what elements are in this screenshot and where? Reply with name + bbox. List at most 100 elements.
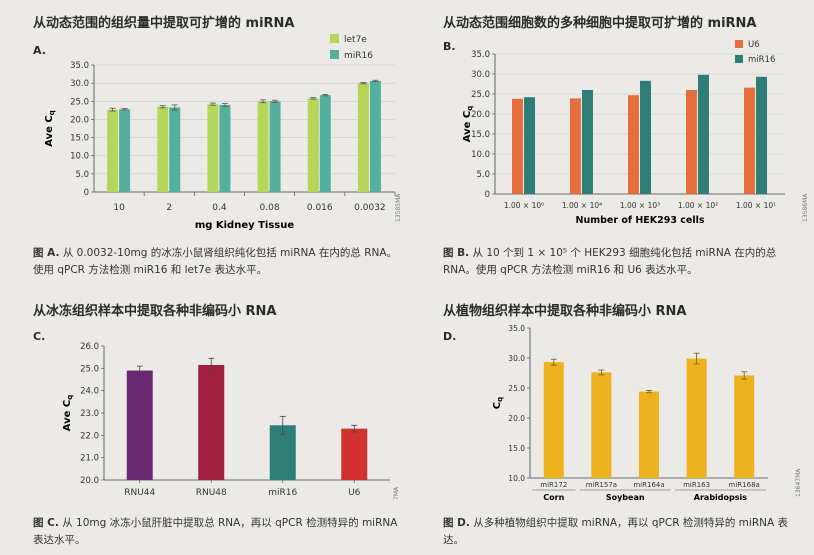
bar-U6 — [512, 98, 523, 194]
bar-miR16 — [219, 104, 231, 192]
panel-a-caption-text: 从 0.0032-10mg 的冰冻小鼠肾组织纯化包括 miRNA 在内的总 RN… — [33, 247, 398, 276]
y-tick-label: 5.0 — [476, 170, 490, 180]
y-tick-label: 10.0 — [70, 152, 89, 162]
x-tick-label: 0.4 — [212, 203, 227, 213]
bar-miR16 — [319, 95, 331, 192]
group-label: Arabidopsis — [694, 493, 747, 502]
chart-a: 0 5.0 10.0 15.0 20.0 25.0 30.0 35.0 Ave Cq 10 2 0.4… — [44, 34, 396, 231]
panel-b-code: 13586MA — [802, 193, 809, 222]
y-axis-label: Cq — [492, 397, 504, 409]
bar-U6 — [628, 95, 639, 194]
y-tick-label: 30.0 — [471, 70, 490, 80]
panel-c-caption: 图 C. 从 10mg 冰冻小鼠肝脏中提取总 RNA，再以 qPCR 检测特异的… — [33, 515, 403, 549]
y-axis-label: Ave Cq — [44, 110, 56, 147]
panel-b-caption-lead: 图 B. — [443, 247, 470, 259]
bar-miR16 — [269, 101, 281, 192]
x-tick-label: 0.016 — [307, 203, 333, 213]
panel-b-heading: 从动态范围细胞数的多种细胞中提取可扩增的 miRNA — [443, 16, 757, 31]
panel-b-caption: 图 B. 从 10 个到 1 × 10⁵ 个 HEK293 细胞纯化包括 miR… — [443, 245, 803, 279]
x-tick-label: U6 — [348, 488, 361, 498]
panel-a-label: A. — [33, 44, 46, 57]
panel-c-caption-lead: 图 C. — [33, 517, 59, 529]
y-axis-label: Ave Cq — [462, 106, 474, 143]
y-tick-label: 24.0 — [80, 387, 99, 397]
x-tick-label: 0.08 — [260, 203, 280, 213]
y-tick-label: 35.0 — [70, 61, 89, 71]
panel-a-code: 13585MA — [395, 193, 402, 222]
x-tick-label: 1.00 × 10² — [678, 201, 718, 210]
panel-b-caption-text: 从 10 个到 1 × 10⁵ 个 HEK293 细胞纯化包括 miRNA 在内… — [443, 247, 777, 276]
bar-U6 — [686, 90, 697, 194]
legend-label: let7e — [344, 35, 367, 45]
x-tick-label: miR172 — [540, 481, 567, 489]
bar-miR157a — [591, 372, 612, 478]
y-tick-label: 25.0 — [80, 364, 99, 374]
y-tick-label: 0 — [84, 188, 89, 198]
panel-b-label: B. — [443, 40, 456, 53]
y-tick-label: 20.0 — [80, 476, 99, 486]
bar-let7e — [307, 98, 319, 192]
legend-label: miR16 — [344, 51, 373, 61]
y-axis-label: Ave Cq — [62, 395, 74, 432]
y-tick-label: 25.0 — [471, 90, 490, 100]
bar-let7e — [257, 101, 269, 192]
bar-miR16 — [169, 107, 181, 192]
panel-c-caption-text: 从 10mg 冰冻小鼠肝脏中提取总 RNA，再以 qPCR 检测特异的 miRN… — [33, 517, 398, 546]
bar-miR163 — [686, 358, 707, 478]
x-tick-label: miR168a — [729, 481, 760, 489]
bar-miR172 — [543, 362, 564, 478]
bar-let7e — [107, 109, 119, 192]
group-label: Corn — [543, 493, 564, 502]
y-tick-label: 0 — [485, 190, 490, 200]
panel-d-code: 13647MA — [795, 468, 802, 497]
y-tick-label: 20.0 — [70, 115, 89, 125]
bar-miR16 — [698, 74, 709, 194]
panel-d-caption: 图 D. 从多种植物组织中提取 miRNA，再以 qPCR 检测特异的 miRN… — [443, 515, 803, 549]
x-tick-label: 0.0032 — [354, 203, 386, 213]
bar-U6 — [570, 98, 581, 194]
y-tick-label: 20.0 — [508, 414, 525, 423]
bar-miR16 — [582, 90, 593, 194]
y-tick-label: 23.0 — [80, 409, 99, 419]
panel-d-caption-text: 从多种植物组织中提取 miRNA，再以 qPCR 检测特异的 miRNA 表达。 — [443, 517, 788, 546]
legend-swatch — [735, 55, 743, 63]
y-tick-label: 30.0 — [70, 79, 89, 89]
y-tick-label: 35.0 — [471, 50, 490, 60]
bar-miR164a — [639, 391, 659, 478]
panel-d-heading: 从植物组织样本中提取各种非编码小 RNA — [443, 304, 687, 319]
y-tick-label: 10.0 — [471, 150, 490, 160]
group-label: Soybean — [606, 493, 645, 502]
y-tick-label: 5.0 — [75, 170, 89, 180]
legend-swatch — [735, 40, 743, 48]
panel-a-heading: 从动态范围的组织量中提取可扩增的 miRNA — [33, 16, 295, 31]
bar-miR16 — [640, 80, 651, 194]
panel-a-caption: 图 A. 从 0.0032-10mg 的冰冻小鼠肾组织纯化包括 miRNA 在内… — [33, 245, 403, 279]
bar-miR168a — [734, 375, 755, 478]
y-tick-label: 35.0 — [508, 324, 525, 333]
x-axis-label: mg Kidney Tissue — [195, 220, 295, 231]
x-tick-label: 1.00 × 10⁴ — [562, 201, 602, 210]
legend-swatch — [330, 50, 339, 59]
y-tick-label: 21.0 — [80, 454, 99, 464]
x-tick-label: 2 — [166, 203, 172, 213]
bar-RNU48 — [198, 364, 225, 480]
x-tick-label: miR157a — [586, 481, 617, 489]
x-tick-label: 1.00 × 10¹ — [736, 201, 776, 210]
bar-miR16 — [119, 109, 131, 192]
y-tick-label: 15.0 — [508, 444, 525, 453]
legend-label: miR16 — [748, 55, 775, 65]
y-tick-label: 25.0 — [508, 384, 525, 393]
chart-c: 20.0 21.0 22.0 23.0 24.0 25.0 26.0 Ave Cq RNU44 R… — [62, 342, 390, 498]
bar-miR16 — [756, 76, 767, 194]
chart-d: 10.0 15.0 20.0 25.0 30.0 35.0 Cq miR172 miR157a m… — [492, 324, 768, 502]
y-tick-label: 22.0 — [80, 431, 99, 441]
chart-b: 0 5.0 10.0 15.0 20.0 25.0 30.0 35.0 Ave Cq 1.00 ×… — [462, 40, 785, 226]
panel-c-label: C. — [33, 330, 46, 343]
y-tick-label: 20.0 — [471, 110, 490, 120]
panel-a-caption-lead: 图 A. — [33, 247, 60, 259]
y-tick-label: 30.0 — [508, 354, 525, 363]
x-tick-label: miR16 — [268, 488, 297, 498]
x-tick-label: 1.00 × 10³ — [620, 201, 660, 210]
x-axis-label: Number of HEK293 cells — [576, 215, 705, 226]
